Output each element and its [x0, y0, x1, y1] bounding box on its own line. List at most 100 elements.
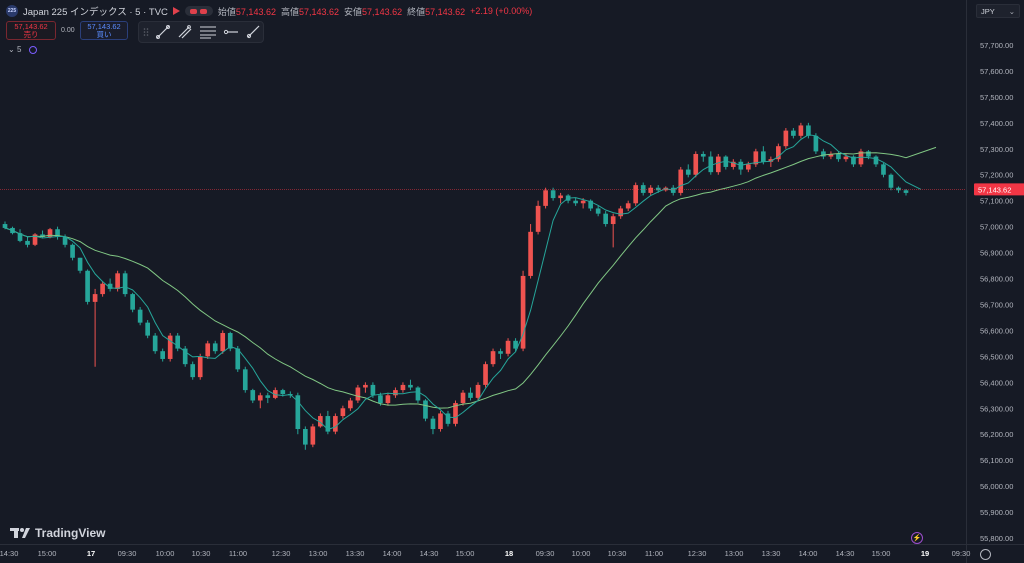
candle-body[interactable]: [190, 364, 196, 378]
candle-body[interactable]: [303, 429, 308, 445]
candle-body[interactable]: [70, 244, 75, 258]
candle-body[interactable]: [708, 156, 714, 173]
candle-body[interactable]: [385, 395, 391, 404]
candle-body[interactable]: [535, 205, 541, 232]
candle-body[interactable]: [325, 416, 331, 432]
candle-body[interactable]: [227, 333, 233, 349]
candle-body[interactable]: [280, 390, 286, 394]
candle-body[interactable]: [445, 413, 451, 424]
candle-body[interactable]: [528, 231, 533, 276]
candle-body[interactable]: [160, 351, 166, 359]
candle-body[interactable]: [813, 135, 819, 152]
candle-body[interactable]: [798, 125, 804, 136]
candle-body[interactable]: [903, 190, 909, 193]
candle-body[interactable]: [2, 224, 8, 228]
candle-body[interactable]: [768, 159, 774, 162]
candle-body[interactable]: [92, 294, 98, 302]
candle-body[interactable]: [640, 185, 646, 193]
candle-body[interactable]: [498, 351, 503, 354]
candle-body[interactable]: [197, 356, 203, 378]
candle-body[interactable]: [408, 384, 413, 388]
candle-body[interactable]: [17, 233, 23, 241]
sell-button[interactable]: 57,143.62 売り: [6, 21, 56, 40]
candle-body[interactable]: [881, 164, 886, 175]
candle-body[interactable]: [40, 234, 45, 238]
interval-toggle[interactable]: ⌄ 5: [8, 45, 22, 54]
candle-body[interactable]: [212, 343, 218, 352]
candle-body[interactable]: [573, 200, 578, 204]
candle-body[interactable]: [888, 174, 894, 188]
candle-body[interactable]: [520, 275, 526, 349]
candle-body[interactable]: [265, 395, 271, 398]
candle-body[interactable]: [115, 273, 120, 289]
candle-body[interactable]: [633, 185, 639, 204]
candle-body[interactable]: [753, 151, 759, 165]
candle-body[interactable]: [182, 348, 188, 365]
candle-body[interactable]: [821, 151, 826, 157]
currency-select[interactable]: JPY ⌄: [976, 4, 1020, 18]
candle-body[interactable]: [355, 387, 361, 401]
candle-body[interactable]: [873, 156, 879, 165]
candle-body[interactable]: [610, 216, 616, 225]
candle-body[interactable]: [453, 403, 458, 424]
candle-body[interactable]: [257, 395, 263, 401]
candle-body[interactable]: [310, 426, 316, 445]
candle-body[interactable]: [745, 164, 751, 170]
candle-body[interactable]: [700, 153, 706, 157]
candle-body[interactable]: [32, 234, 38, 245]
candle-body[interactable]: [62, 237, 68, 245]
candle-body[interactable]: [423, 400, 428, 419]
candle-body[interactable]: [137, 309, 143, 323]
candle-body[interactable]: [851, 156, 856, 165]
candle-body[interactable]: [730, 161, 736, 167]
candle-body[interactable]: [235, 348, 241, 370]
candle-body[interactable]: [490, 351, 496, 365]
candle-body[interactable]: [220, 333, 226, 352]
candle-body[interactable]: [558, 195, 563, 199]
candle-body[interactable]: [55, 229, 60, 238]
candle-body[interactable]: [475, 384, 481, 398]
indicator-dot-icon[interactable]: [29, 45, 38, 54]
candle-body[interactable]: [107, 283, 113, 289]
candle-body[interactable]: [400, 384, 406, 391]
candle-body[interactable]: [167, 335, 173, 359]
candle-body[interactable]: [175, 335, 181, 349]
candle-body[interactable]: [205, 343, 211, 357]
candle-body[interactable]: [363, 384, 368, 388]
symbol-title[interactable]: Japan 225 インデックス · 5 · TVC: [23, 7, 168, 18]
candle-body[interactable]: [513, 340, 518, 349]
candle-body[interactable]: [715, 156, 721, 173]
trend-line-icon[interactable]: [155, 24, 171, 40]
candle-body[interactable]: [318, 416, 323, 427]
candle-body[interactable]: [595, 208, 601, 214]
candle-body[interactable]: [393, 390, 398, 396]
candle-body[interactable]: [295, 395, 301, 430]
candle-body[interactable]: [333, 416, 338, 432]
candle-body[interactable]: [858, 151, 864, 165]
candle-body[interactable]: [828, 153, 834, 157]
candle-body[interactable]: [250, 390, 256, 401]
candle-body[interactable]: [25, 240, 30, 245]
candle-body[interactable]: [685, 169, 691, 175]
candle-body[interactable]: [693, 153, 699, 175]
flag-icon[interactable]: [172, 7, 180, 15]
candle-body[interactable]: [100, 283, 105, 295]
candle-body[interactable]: [580, 200, 586, 204]
candle-body[interactable]: [47, 229, 53, 238]
candle-body[interactable]: [152, 335, 158, 352]
candle-body[interactable]: [242, 369, 248, 391]
candle-body[interactable]: [378, 395, 383, 404]
candle-body[interactable]: [618, 208, 624, 217]
lightning-icon[interactable]: ⚡: [911, 532, 923, 544]
candle-body[interactable]: [603, 213, 608, 225]
candle-body[interactable]: [130, 294, 135, 310]
candle-body[interactable]: [438, 413, 443, 430]
candle-body[interactable]: [655, 187, 661, 191]
candle-body[interactable]: [678, 169, 684, 193]
drag-handle-icon[interactable]: [143, 27, 149, 37]
candle-body[interactable]: [85, 270, 90, 302]
candle-body[interactable]: [806, 125, 811, 136]
candle-body[interactable]: [723, 156, 729, 167]
visibility-toggle[interactable]: [184, 6, 213, 16]
